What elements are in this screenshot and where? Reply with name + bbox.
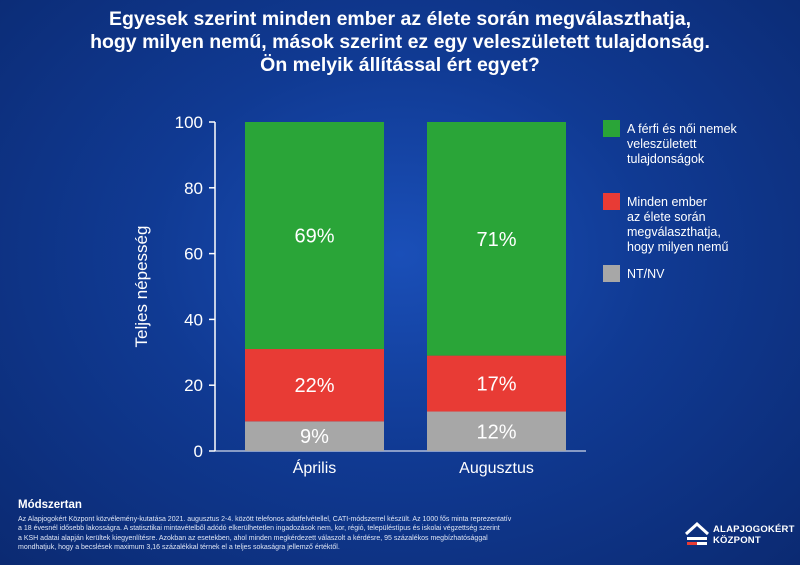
legend-label: veleszületett	[627, 137, 697, 151]
y-tick-label: 100	[175, 113, 203, 132]
legend-label: tulajdonságok	[627, 152, 705, 166]
legend-swatch	[603, 120, 620, 137]
bar-segment	[245, 421, 384, 451]
data-label: 17%	[476, 374, 516, 396]
bar-segment	[245, 122, 384, 350]
y-tick-label: 0	[194, 442, 203, 461]
legend-label: A férfi és női nemek	[627, 122, 738, 136]
methodology-text: Az Alapjogokért Központ közvélemény-kuta…	[18, 515, 638, 553]
legend-label: az élete során	[627, 210, 706, 224]
y-tick-label: 40	[184, 310, 203, 329]
alapjogokert-kozpont-logo: ALAPJOGOKÉRT KÖZPONT	[683, 520, 795, 554]
logo-emblem-icon	[684, 521, 710, 545]
logo-line-2: KÖZPONT	[713, 535, 761, 546]
methodology-line: Az Alapjogokért Központ közvélemény-kuta…	[18, 516, 512, 523]
stacked-bar-chart: 0 20 40 60 80 100 Teljes népesség 9% 22% 69% Ápril…	[132, 113, 738, 477]
title-line-2: hogy milyen nemű, mások szerint ez egy v…	[90, 31, 710, 53]
legend-label: hogy milyen nemű	[627, 240, 728, 254]
bar-segment	[427, 355, 566, 412]
data-label: 22%	[294, 375, 334, 397]
methodology-line: mondhatjuk, hogy a becslések maximum 3,1…	[18, 544, 340, 552]
legend-label: NT/NV	[627, 267, 665, 281]
bar-segment	[427, 122, 566, 356]
data-label: 12%	[476, 421, 516, 443]
title-line-1: Egyesek szerint minden ember az élete so…	[109, 8, 691, 30]
chart-title: Egyesek szerint minden ember az élete so…	[40, 8, 760, 77]
logo-text: ALAPJOGOKÉRT KÖZPONT	[713, 524, 795, 546]
legend-swatch	[603, 193, 620, 210]
data-label: 71%	[476, 229, 516, 251]
legend-label: Minden ember	[627, 195, 707, 209]
title-line-3: Ön melyik állítással ért egyet?	[260, 54, 540, 76]
legend-swatch	[603, 265, 620, 282]
data-label: 9%	[300, 426, 329, 448]
y-tick-label: 20	[184, 376, 203, 395]
bar-segment	[427, 411, 566, 451]
methodology-title: Módszertan	[18, 499, 82, 511]
category-label: Április	[293, 458, 337, 477]
methodology-line: a KSH adatai alapján kerültek kiegyenlít…	[18, 534, 488, 542]
category-label: Augusztus	[459, 460, 534, 477]
y-axis-label: Teljes népesség	[132, 226, 151, 348]
y-tick-label: 80	[184, 179, 203, 198]
data-label: 69%	[294, 226, 334, 248]
legend-label: megválaszthatja,	[627, 225, 721, 239]
logo-line-1: ALAPJOGOKÉRT	[713, 524, 795, 535]
bar-segment	[245, 349, 384, 422]
y-tick-label: 60	[184, 245, 203, 264]
methodology-line: a 18 évesnél idősebb lakosságra. A stati…	[18, 525, 500, 533]
